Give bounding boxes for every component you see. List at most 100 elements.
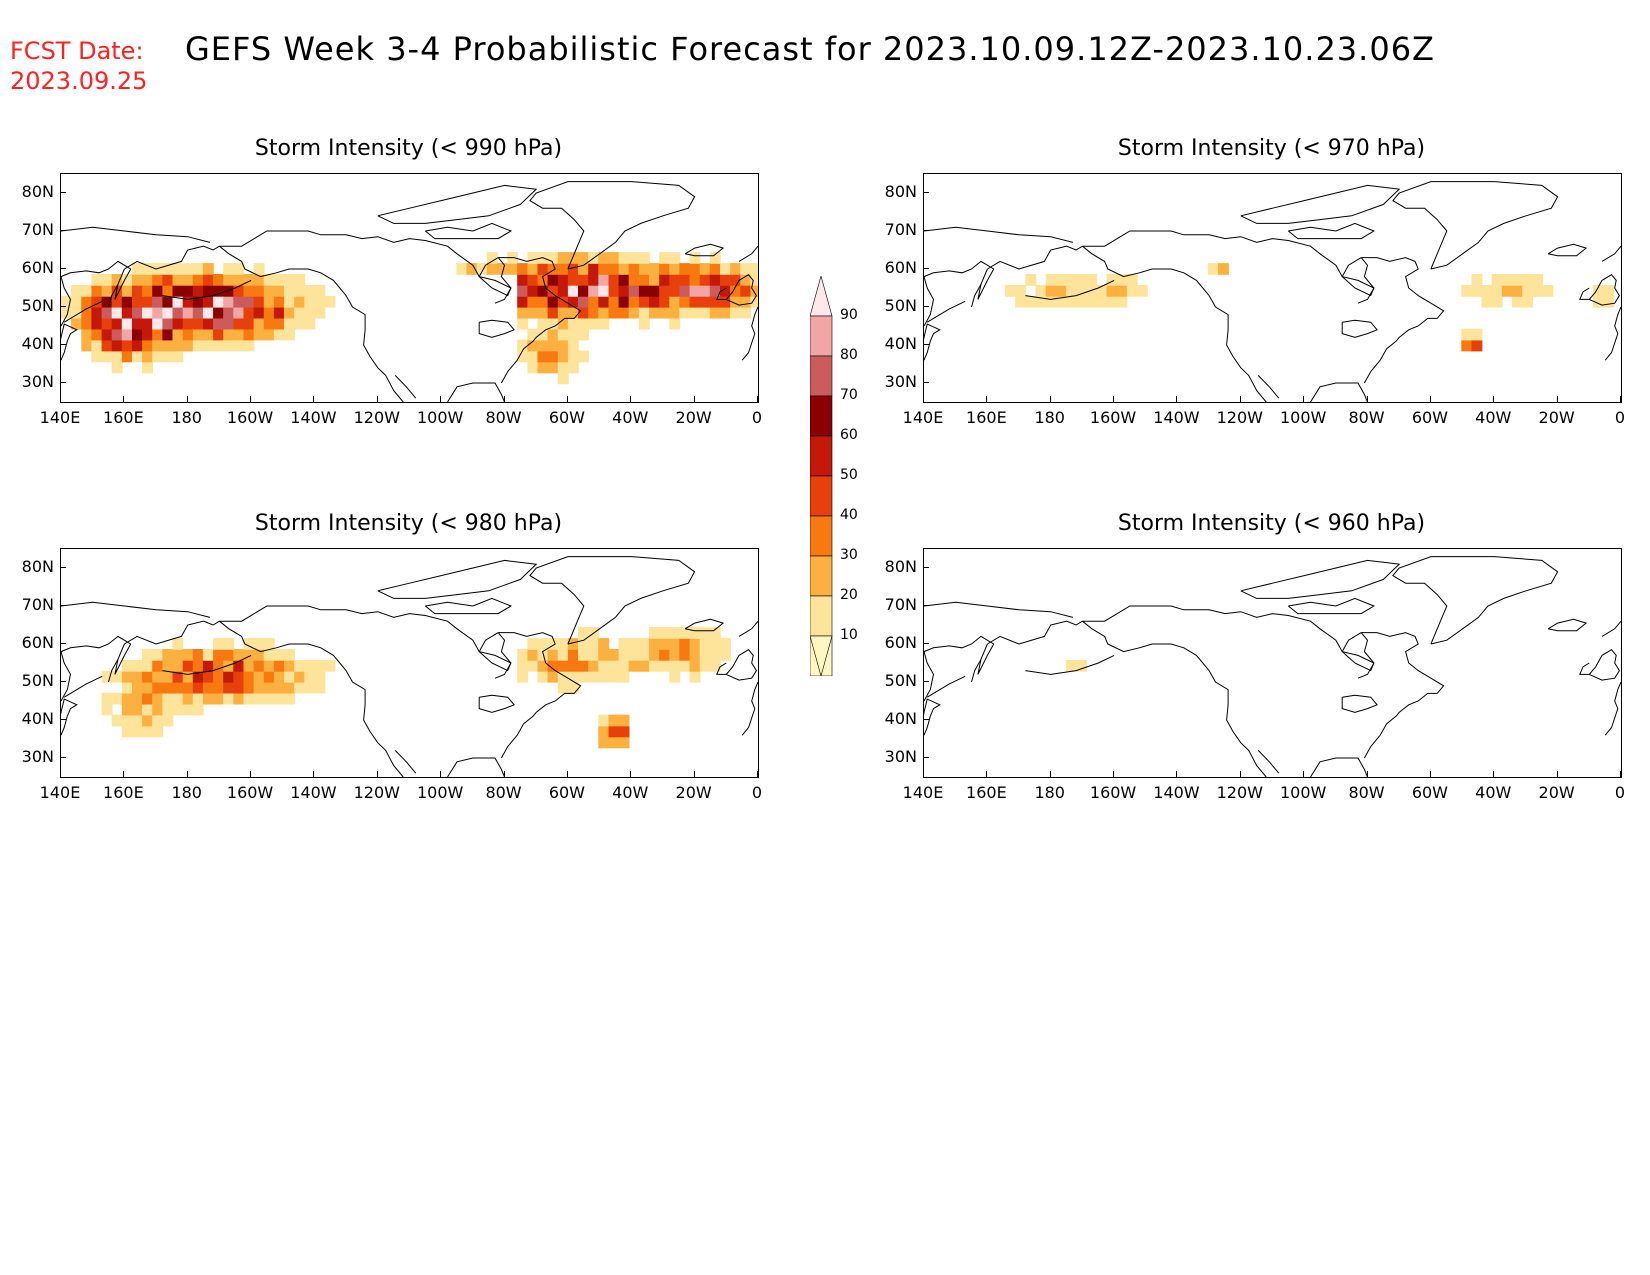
probability-cell	[659, 306, 671, 319]
probability-cell	[121, 317, 133, 330]
probability-cell	[223, 274, 235, 286]
probability-cell	[557, 328, 569, 341]
map-graphic	[924, 556, 1621, 777]
probability-cell	[537, 361, 549, 374]
x-tick-label: 0	[751, 408, 763, 427]
probability-cell	[213, 649, 224, 661]
probability-cell	[618, 736, 630, 749]
y-tick-label: 50N	[884, 671, 917, 690]
probability-cell	[101, 692, 113, 705]
probability-cell	[578, 328, 589, 341]
x-tick-label: 100W	[416, 408, 464, 427]
probability-cell	[263, 295, 275, 308]
probability-cell	[162, 350, 174, 363]
probability-cell	[1086, 295, 1098, 308]
probability-cell	[730, 295, 741, 308]
probability-cell	[1593, 295, 1604, 308]
coastlines	[924, 181, 1621, 402]
probability-cell	[152, 660, 164, 672]
probability-cell	[152, 306, 164, 319]
x-tick-mark	[440, 771, 442, 777]
coastline	[926, 300, 966, 323]
coastline	[924, 635, 995, 702]
probability-cell	[182, 263, 194, 275]
probability-cell	[598, 638, 610, 650]
probability-cell	[101, 670, 113, 683]
probability-cell	[557, 339, 569, 352]
probability-cell	[527, 638, 539, 650]
x-tick-label: 140W	[1153, 783, 1200, 802]
probability-cell	[557, 350, 569, 363]
probability-cell	[1086, 274, 1098, 286]
probability-cell	[608, 295, 620, 308]
probability-cell	[547, 350, 559, 363]
x-tick-mark	[123, 771, 125, 777]
probability-cell	[578, 670, 589, 683]
probability-cell	[223, 692, 235, 705]
coastline	[124, 620, 220, 645]
probability-cell	[527, 274, 539, 286]
x-tick-mark	[986, 771, 988, 777]
probability-cell	[132, 350, 143, 363]
panel-title: Storm Intensity (< 970 hPa)	[1117, 136, 1426, 161]
x-tick-mark	[693, 396, 695, 402]
probability-cell	[689, 649, 701, 661]
probability-cell	[1512, 295, 1523, 308]
y-tick-mark	[60, 382, 66, 383]
map-plot-area	[923, 173, 1622, 403]
x-tick-label: 160W	[226, 408, 274, 427]
probability-cell	[182, 649, 194, 661]
coastline	[1341, 694, 1378, 713]
probability-cell	[1126, 274, 1138, 286]
x-tick-mark	[1113, 771, 1115, 777]
probability-cell	[121, 660, 133, 672]
x-tick-label: 60W	[548, 408, 585, 427]
probability-cell	[253, 692, 265, 705]
y-tick-label: 30N	[884, 372, 917, 391]
x-tick-label: 100W	[1279, 783, 1327, 802]
coastline	[219, 230, 512, 304]
coastline	[987, 620, 1083, 645]
coastline	[61, 698, 78, 736]
probability-cell	[132, 339, 143, 352]
probability-cell	[567, 681, 579, 694]
probability-cell	[689, 285, 701, 297]
probability-cell	[699, 627, 711, 639]
x-tick-label: 60W	[1411, 783, 1448, 802]
probability-cell	[273, 306, 285, 319]
probability-cell	[638, 274, 650, 286]
probability-cell	[486, 252, 498, 264]
probability-cell	[730, 285, 741, 297]
coastline	[1025, 654, 1115, 675]
probability-cell	[263, 670, 275, 683]
probability-cell	[121, 285, 133, 297]
x-tick-label: 160E	[103, 408, 144, 427]
probability-cell	[638, 285, 650, 297]
probability-cell	[608, 263, 620, 275]
probability-cell	[233, 263, 245, 275]
probability-cell	[121, 350, 133, 363]
probability-cell	[304, 660, 316, 672]
x-tick-mark	[1303, 771, 1305, 777]
probability-cell	[142, 361, 153, 374]
probability-cell	[1522, 285, 1534, 297]
coastline	[63, 300, 103, 323]
x-tick-mark	[566, 771, 568, 777]
y-tick-mark	[923, 382, 929, 383]
x-tick-mark	[566, 396, 568, 402]
probability-cell	[71, 317, 82, 330]
probability-cell	[537, 328, 549, 341]
coastline	[1361, 257, 1445, 384]
probability-cell	[608, 736, 620, 749]
probability-cell	[1126, 285, 1138, 297]
probability-cell	[1045, 295, 1057, 308]
probability-cell	[537, 649, 549, 661]
probability-cell	[91, 306, 103, 319]
probability-cell	[273, 328, 285, 341]
y-tick-label: 60N	[21, 633, 54, 652]
probability-cell	[618, 670, 630, 683]
probability-cell	[628, 306, 640, 319]
colorbar: 10 20 30 40 50 60 70 80 90	[809, 274, 874, 678]
probability-cell	[233, 660, 245, 672]
coastline	[1604, 681, 1621, 736]
